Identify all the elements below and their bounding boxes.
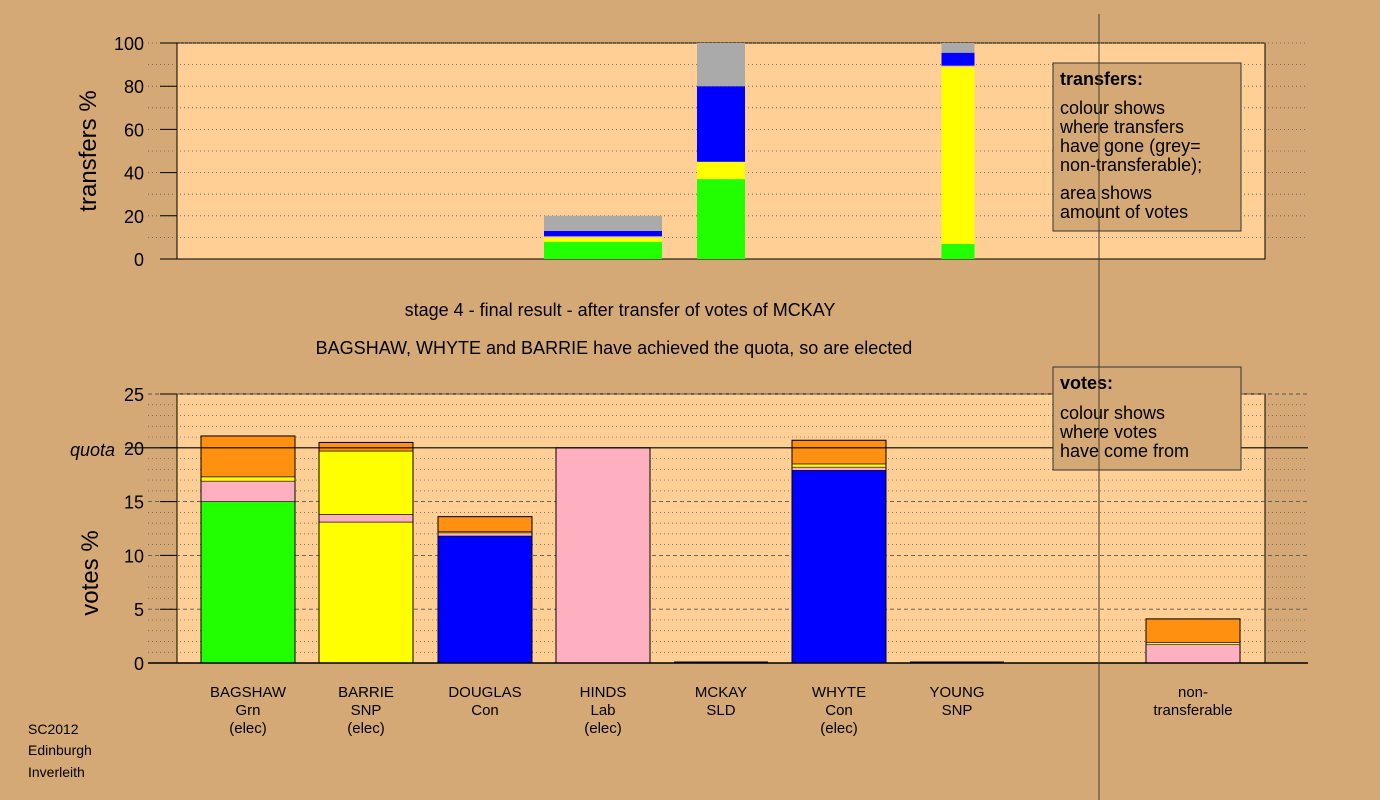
y-tick-label: 60 (124, 120, 144, 140)
candidate-label: (elec) (584, 720, 622, 737)
candidate-label: DOUGLAS (448, 684, 521, 701)
votes-bars (125, 435, 1308, 664)
votes-y-axis-title: votes % (77, 530, 104, 615)
stage-caption: stage 4 - final result - after transfer … (405, 300, 836, 320)
candidate-label: (elec) (347, 720, 385, 737)
footer-ward: Inverleith (28, 764, 85, 780)
transfers-legend-box (1052, 62, 1242, 232)
votes-legend-line: where votes (1059, 422, 1157, 442)
vote-bar-segment (437, 532, 533, 537)
transfer-bar-segment (697, 161, 745, 180)
vote-bar-segment (791, 466, 887, 471)
transfers-legend-line: have gone (grey= (1060, 136, 1201, 156)
candidate-label: Lab (590, 702, 615, 719)
votes-legend-box (1052, 366, 1242, 471)
vote-bar-segment (791, 463, 887, 468)
transfer-bar-segment (941, 243, 975, 259)
transfer-bar-segment (697, 179, 745, 259)
votes-legend-line: colour shows (1060, 403, 1165, 423)
vote-bar-segment (1145, 642, 1241, 646)
transfer-bar-segment (941, 43, 975, 53)
transfer-bar-segment (697, 86, 745, 162)
votes-y-ticks: 0 5 10 15 20 25 (124, 385, 177, 674)
transfer-bar-segment (544, 237, 662, 242)
vote-bar-segment (1145, 644, 1241, 664)
candidate-label: (elec) (229, 720, 267, 737)
footer-election: SC2012 (28, 721, 79, 737)
transfer-bar-segment (544, 230, 662, 237)
transfer-bar-segment (544, 215, 662, 231)
vote-bar-segment (318, 442, 414, 452)
transfers-legend-line: where transfers (1059, 117, 1184, 137)
candidate-label: MCKAY (695, 684, 747, 701)
transfers-legend-line: non-transferable); (1060, 155, 1202, 175)
y-tick-label: 10 (124, 546, 144, 566)
transfers-legend-line: area shows (1060, 183, 1152, 203)
vote-bar-segment (791, 439, 887, 465)
transfer-bar-segment (941, 65, 975, 67)
votes-legend: votes: colour shows where votes have com… (1052, 366, 1242, 471)
vote-bar-segment (200, 476, 296, 482)
vote-bar-segment (318, 521, 414, 664)
y-tick-label: 20 (124, 439, 144, 459)
transfer-bar-segment (544, 236, 662, 238)
transfer-bar-segment (941, 52, 975, 66)
nontransferable-label-line1: non- (1178, 684, 1208, 701)
footer-council: Edinburgh (28, 742, 92, 758)
votes-legend-line: have come from (1060, 441, 1189, 461)
candidate-label: Con (471, 702, 499, 719)
transfers-legend-line: colour shows (1060, 98, 1165, 118)
candidate-label: SNP (351, 702, 382, 719)
candidate-label: Grn (235, 702, 260, 719)
transfers-y-axis-title: transfers % (75, 90, 102, 211)
candidate-label: BARRIE (338, 684, 394, 701)
votes-legend-title: votes: (1060, 373, 1113, 393)
vote-bar-segment (437, 516, 533, 533)
candidate-label: HINDS (580, 684, 627, 701)
transfers-legend-line: amount of votes (1060, 202, 1188, 222)
candidate-label: BAGSHAW (210, 684, 287, 701)
votes-panel: 0 5 10 15 20 25 quota votes % votes: colour s… (70, 366, 1308, 674)
candidate-label: SLD (706, 702, 735, 719)
transfers-legend: transfers: colour shows where transfers … (1052, 62, 1242, 232)
vote-bar-segment (200, 501, 296, 664)
transfers-legend-title: transfers: (1060, 69, 1143, 89)
candidate-label: SNP (942, 702, 973, 719)
transfers-bars (544, 43, 975, 259)
candidate-label: YOUNG (929, 684, 984, 701)
y-tick-label: 20 (124, 207, 144, 227)
candidate-labels: BAGSHAWGrn(elec)BARRIESNP(elec)DOUGLASCo… (210, 684, 985, 737)
transfers-panel: 0 20 40 60 80 100 transfers % transfers: colo… (75, 34, 1308, 270)
vote-bar-segment (1145, 618, 1241, 643)
y-tick-label: 0 (134, 250, 144, 270)
y-tick-label: 25 (124, 385, 144, 405)
nontransferable-label-line2: transferable (1153, 702, 1232, 719)
transfer-bar-segment (544, 241, 662, 259)
y-tick-label: 40 (124, 164, 144, 184)
transfer-bar-segment (941, 66, 975, 244)
y-tick-label: 80 (124, 77, 144, 97)
y-tick-label: 5 (134, 600, 144, 620)
quota-label: quota (70, 440, 115, 460)
y-tick-label: 100 (114, 34, 144, 54)
candidate-label: Con (825, 702, 853, 719)
vote-bar-segment (555, 447, 651, 664)
vote-bar-segment (318, 514, 414, 523)
y-tick-label: 15 (124, 493, 144, 513)
y-tick-label: 0 (134, 654, 144, 674)
transfer-bar-segment (697, 43, 745, 87)
vote-bar-segment (200, 435, 296, 478)
vote-bar-segment (437, 535, 533, 664)
vote-bar-segment (318, 450, 414, 515)
elected-caption: BAGSHAW, WHYTE and BARRIE have achieved … (316, 338, 913, 358)
candidate-label: (elec) (820, 720, 858, 737)
candidate-label: WHYTE (812, 684, 866, 701)
vote-bar-segment (200, 480, 296, 502)
transfers-y-ticks: 0 20 40 60 80 100 (114, 34, 177, 270)
vote-bar-segment (791, 470, 887, 664)
